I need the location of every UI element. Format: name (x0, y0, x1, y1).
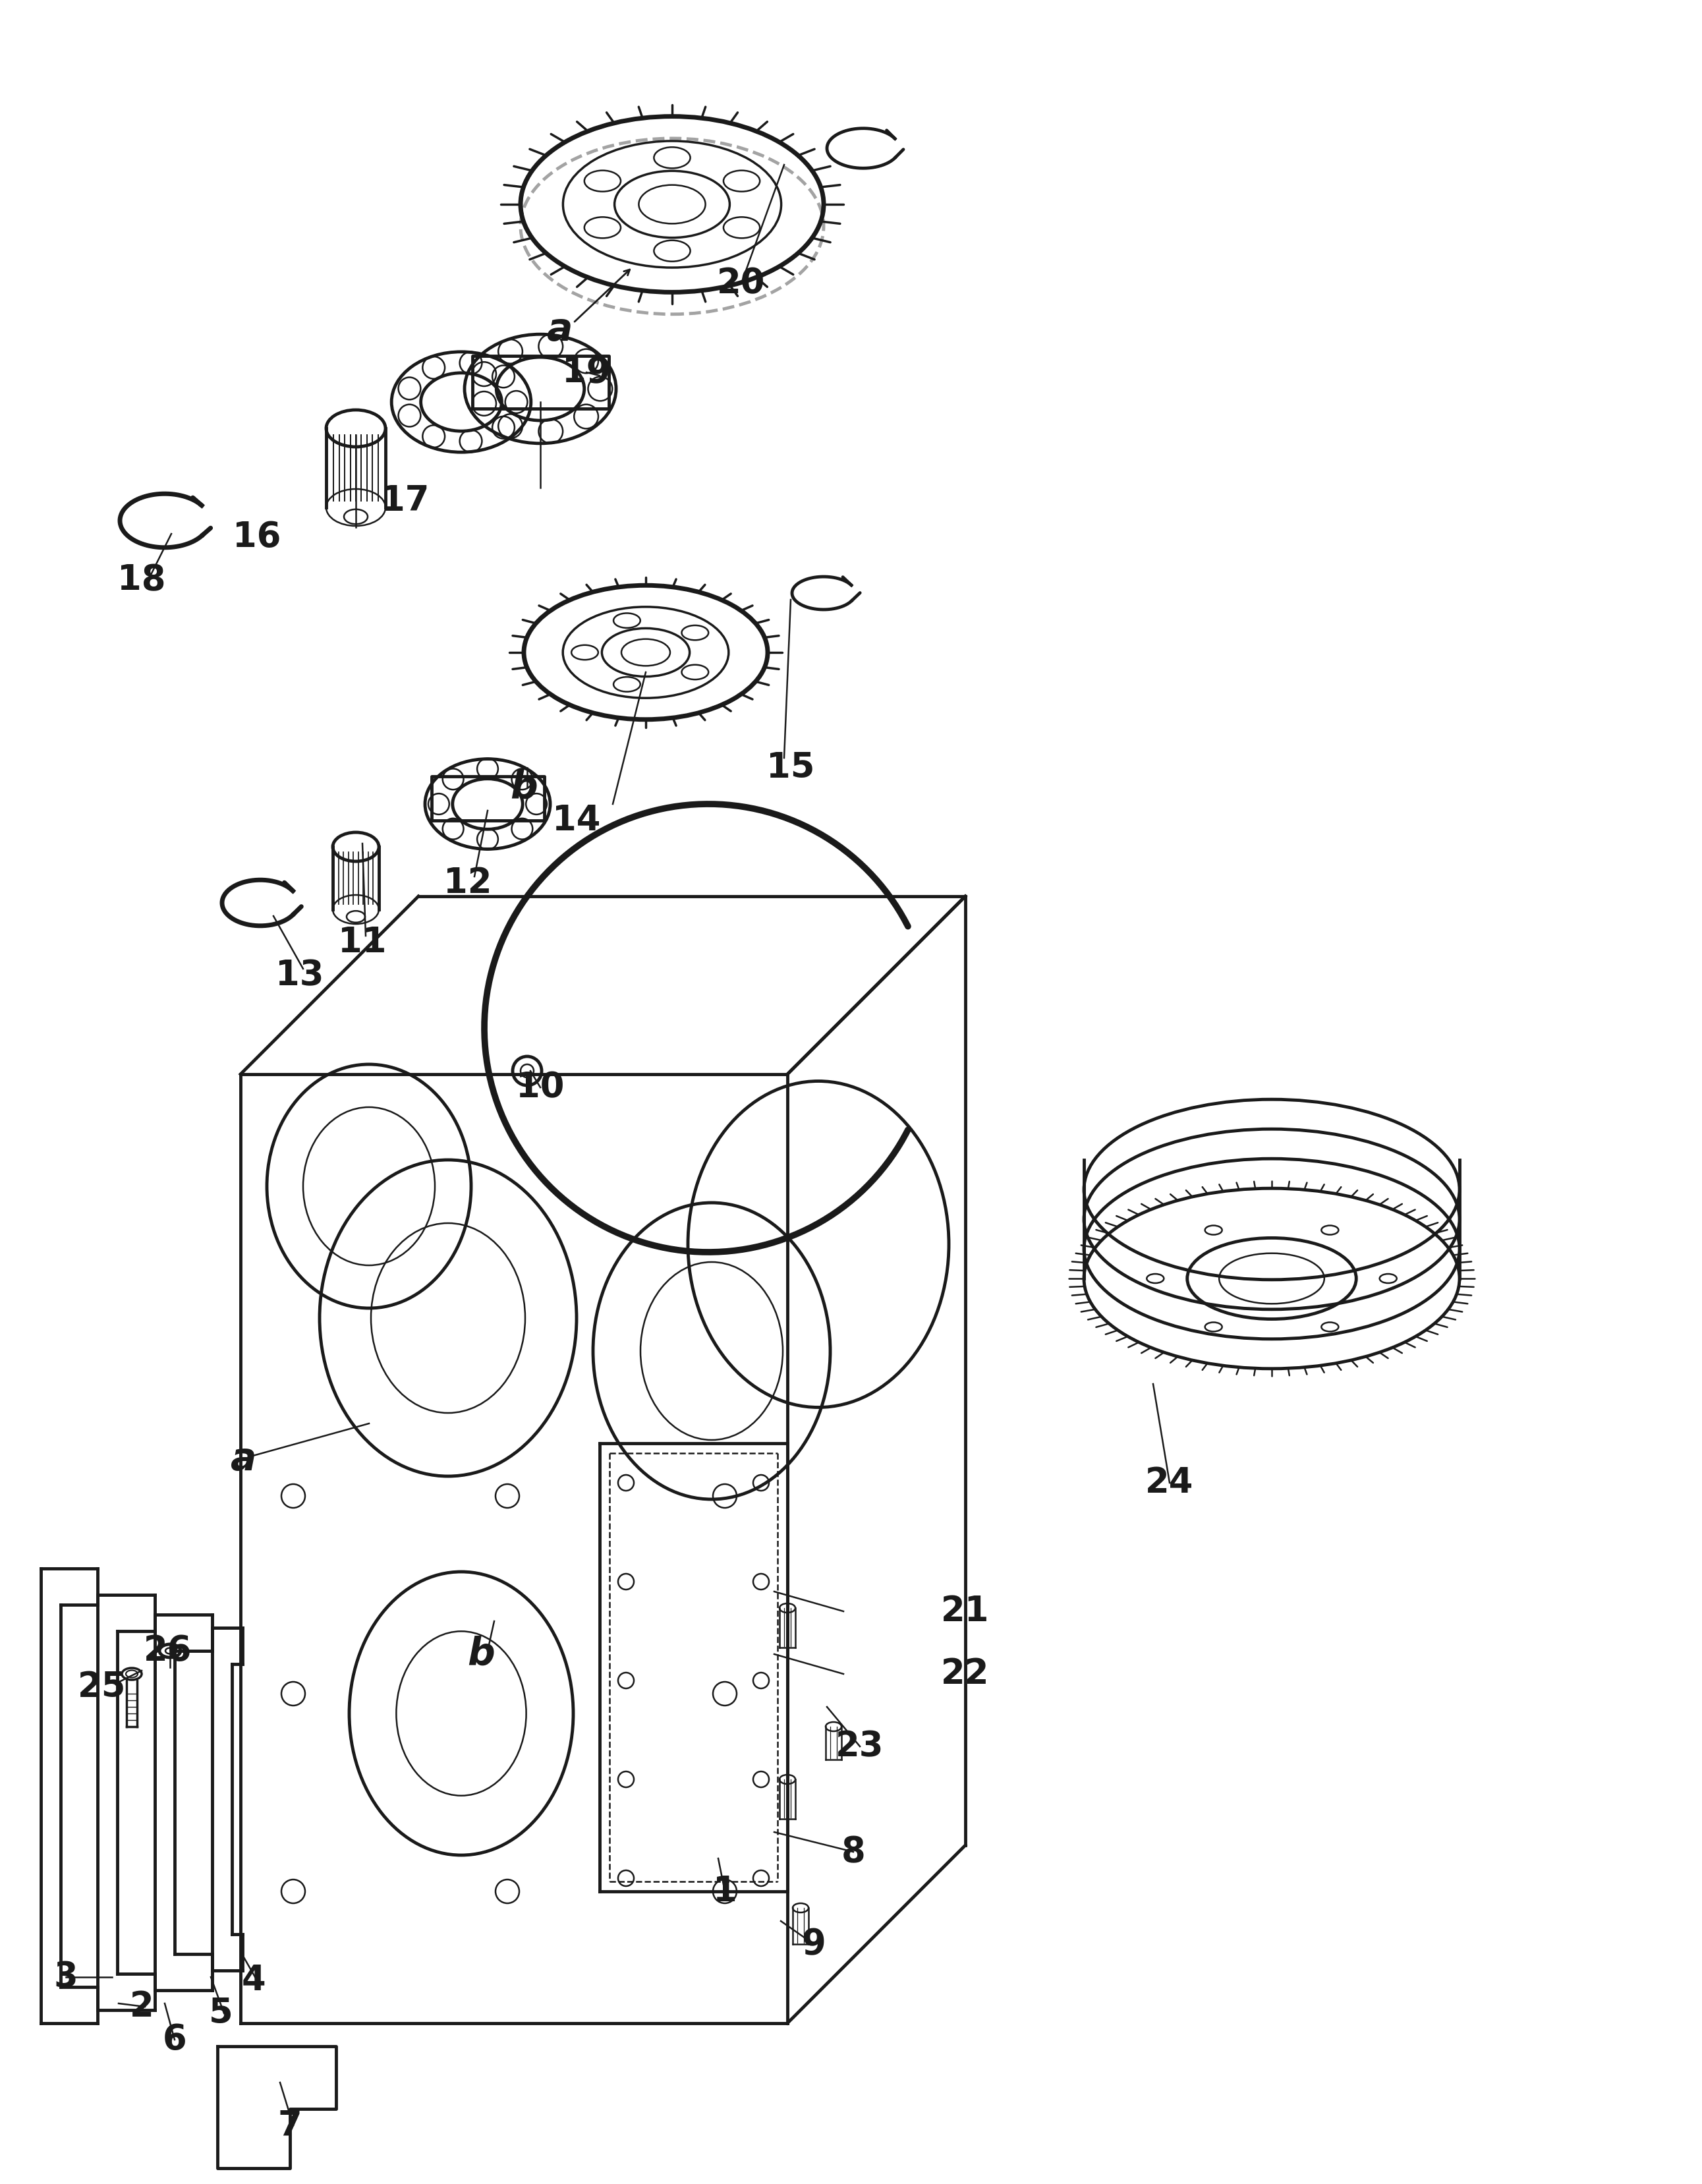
Text: 16: 16 (233, 520, 281, 555)
Text: 23: 23 (836, 1730, 883, 1762)
Text: 11: 11 (339, 926, 386, 959)
Text: a: a (231, 1441, 257, 1479)
Text: b: b (468, 1636, 495, 1673)
Text: 15: 15 (766, 751, 815, 784)
Text: 9: 9 (802, 1926, 825, 1961)
Text: 13: 13 (276, 959, 323, 992)
Text: 14: 14 (553, 804, 601, 839)
Text: 20: 20 (717, 266, 766, 301)
Text: 12: 12 (444, 865, 492, 900)
Text: 17: 17 (381, 483, 429, 518)
Text: 8: 8 (841, 1835, 865, 1870)
Text: 22: 22 (941, 1658, 989, 1690)
Text: 10: 10 (516, 1070, 565, 1105)
Text: 3: 3 (54, 1959, 78, 1994)
Text: 26: 26 (143, 1634, 192, 1669)
Text: 6: 6 (162, 2022, 187, 2057)
Text: a: a (546, 310, 574, 347)
Text: 25: 25 (78, 1671, 126, 1704)
Text: 24: 24 (1145, 1465, 1193, 1500)
Text: 18: 18 (117, 563, 165, 596)
Text: b: b (511, 769, 538, 806)
Text: 4: 4 (242, 1963, 266, 1998)
Text: 21: 21 (941, 1594, 989, 1629)
Text: 5: 5 (209, 1996, 233, 2031)
Text: 1: 1 (713, 1874, 737, 1909)
Text: 19: 19 (562, 356, 611, 389)
Text: 7: 7 (277, 2108, 301, 2143)
Text: 2: 2 (129, 1990, 153, 2025)
